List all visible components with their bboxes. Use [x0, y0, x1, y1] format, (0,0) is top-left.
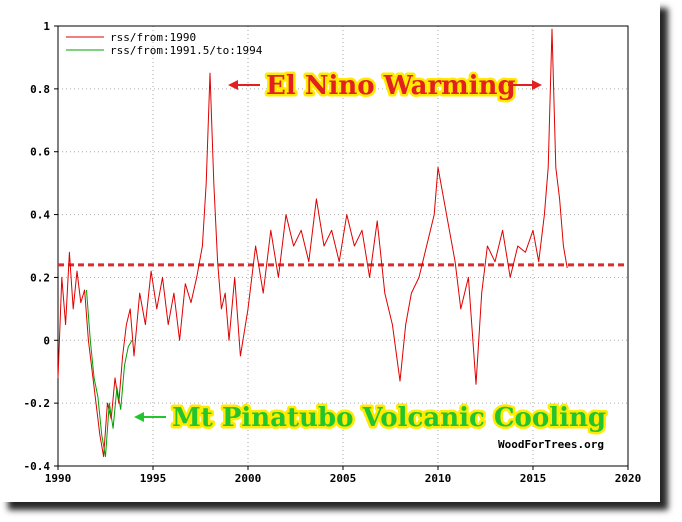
- x-tick-label: 1995: [140, 472, 167, 485]
- left-arrow-icon: [134, 412, 166, 422]
- y-tick-label: 0: [43, 334, 50, 347]
- x-tick-label: 2010: [425, 472, 452, 485]
- y-tick-label: 0.4: [30, 209, 50, 222]
- annotation-el-nino-text: El Nino Warming: [266, 71, 516, 101]
- annotation-pinatubo-text: Mt Pinatubo Volcanic Cooling: [172, 403, 606, 433]
- left-arrow-icon: [228, 80, 260, 90]
- chart-frame: [0, 0, 660, 502]
- x-tick-label: 1990: [45, 472, 72, 485]
- series-line-0: [57, 28, 568, 458]
- series-line-1: [86, 289, 133, 458]
- x-tick-label: 2000: [235, 472, 262, 485]
- x-tick-label: 2020: [615, 472, 642, 485]
- x-tick-label: 2015: [520, 472, 547, 485]
- legend-label-rss-pinatubo: rss/from:1991.5/to:1994: [110, 44, 263, 57]
- legend: rss/from:1990 rss/from:1991.5/to:1994: [66, 31, 263, 57]
- legend-label-rss-1990: rss/from:1990: [110, 31, 196, 44]
- right-arrow-icon: [508, 80, 542, 90]
- y-tick-label: 0.8: [30, 83, 50, 96]
- x-axis-ticks: 1990 1995 2000 2005 2010 2015 2020: [45, 466, 642, 485]
- y-tick-label: -0.4: [24, 460, 51, 473]
- y-tick-label: 0.6: [30, 146, 50, 159]
- y-tick-label: -0.2: [24, 397, 51, 410]
- annotation-pinatubo: Mt Pinatubo Volcanic Cooling: [134, 401, 609, 436]
- series-group: [57, 28, 568, 458]
- annotation-el-nino: El Nino Warming: [228, 69, 542, 104]
- y-tick-label: 1: [43, 20, 50, 33]
- grid: [58, 26, 628, 466]
- y-tick-label: 0.2: [30, 271, 50, 284]
- credit-text: WoodForTrees.org: [498, 438, 604, 451]
- y-axis-ticks: -0.4 -0.2 0 0.2 0.4 0.6 0.8 1: [24, 20, 58, 473]
- x-tick-label: 2005: [330, 472, 357, 485]
